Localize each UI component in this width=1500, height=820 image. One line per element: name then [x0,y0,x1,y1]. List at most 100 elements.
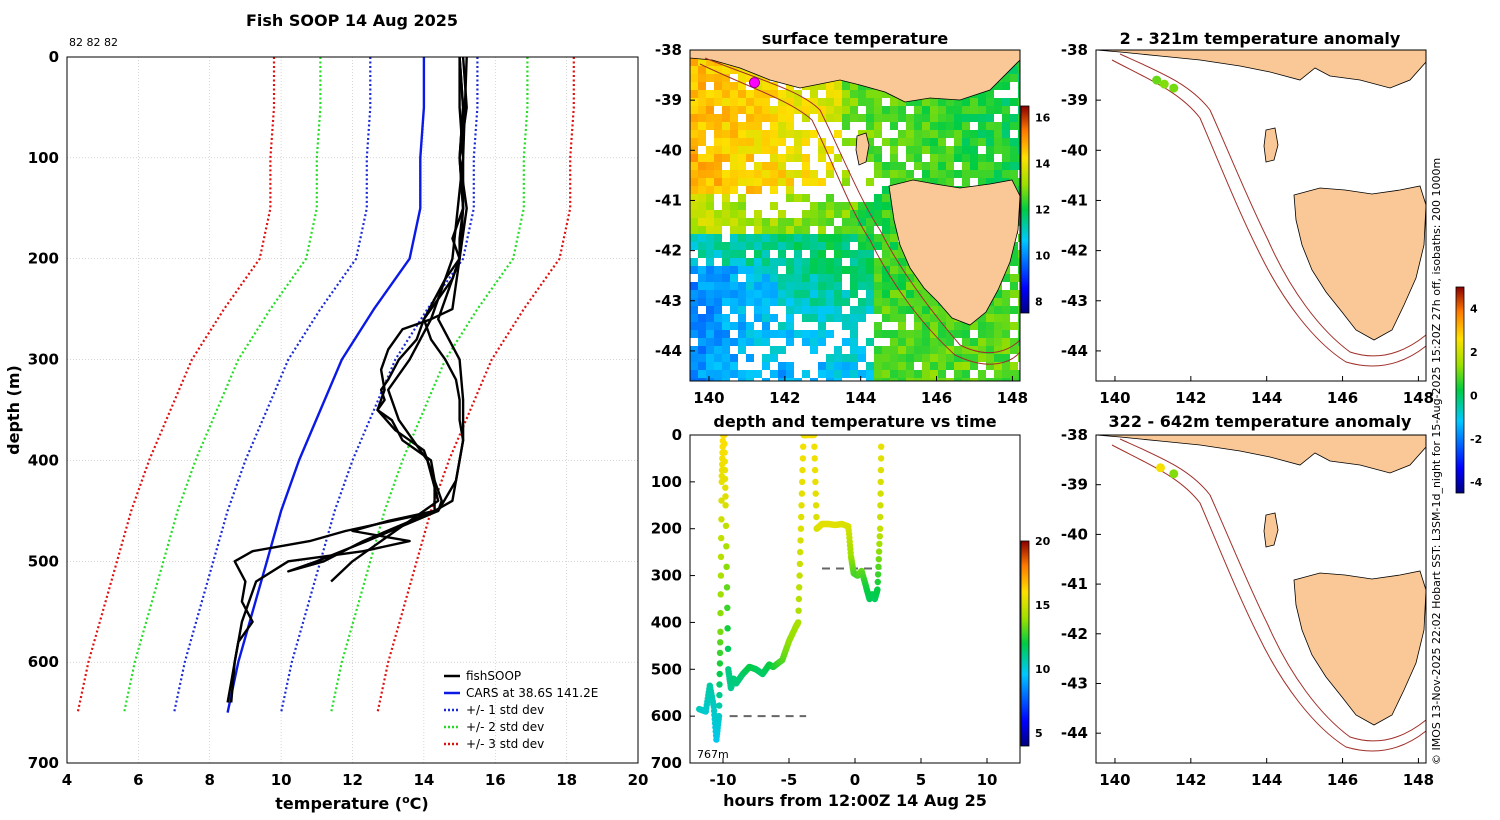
sst-cell [1010,162,1018,170]
sst-map-title: surface temperature [762,29,949,48]
sst-cell [842,202,850,210]
sst-cell [866,218,874,226]
sst-cell [690,66,698,74]
sst-cell [970,170,978,178]
sst-cell [842,226,850,234]
sst-cell [1018,186,1020,194]
sst-cell [762,314,770,322]
sst-cell [706,298,714,306]
sst-cell [1018,130,1020,138]
sst-cell [794,298,802,306]
sst-cell [890,282,898,290]
sst-cell [874,354,882,362]
sst-cell [778,298,786,306]
sst-cell [722,322,730,330]
profile-xlabel: temperature (oC) [275,793,428,813]
sst-cell [714,330,722,338]
sst-cell [922,362,930,370]
sst-cell [962,370,970,378]
sst-cell [914,290,922,298]
sst-cell [818,306,826,314]
sst-cell [1002,362,1010,370]
sst-cell [762,90,770,98]
sst-cell [698,314,706,322]
sst-cell [834,290,842,298]
sst-cell [690,74,698,82]
profile-xtick-label: 14 [413,771,434,789]
sst-cell [858,346,866,354]
sst-cell [866,90,874,98]
profile-ytick-label: 600 [28,653,59,671]
sst-cell [914,298,922,306]
sst-cell [722,194,730,202]
sst-cell [922,146,930,154]
sst-cell [818,242,826,250]
sst-cell [770,242,778,250]
sst-cell [938,106,946,114]
sst-cell [706,74,714,82]
sst-cell [738,178,746,186]
sst-cell [906,370,914,378]
sst-cell [954,138,962,146]
sst-isobath-1000 [699,63,1020,365]
sst-cell [890,138,898,146]
sst-cell [754,122,762,130]
sst-cell [978,90,986,98]
sst-cell [858,314,866,322]
sst-cell [1018,314,1020,322]
sst-cell [722,346,730,354]
sst-cell [730,322,738,330]
sst-cell [938,378,946,381]
sst-cell [858,282,866,290]
sst-cell [946,170,954,178]
sst-cell [890,250,898,258]
sst-cell [746,74,754,82]
sst-cell [1018,114,1020,122]
sst-cell [730,66,738,74]
sst-cell [1002,274,1010,282]
depth-time-track-point [716,660,724,667]
sst-cell [770,170,778,178]
sst-cell [842,354,850,362]
sst-cell [978,138,986,146]
sst-cell [1002,314,1010,322]
sst-cell [994,162,1002,170]
sst-cell [930,370,938,378]
sst-cell [754,98,762,106]
depth-time-track-point [718,497,725,504]
sst-cell [818,330,826,338]
sst-cell [978,170,986,178]
sst-cell [786,298,794,306]
sst-cell [954,362,962,370]
depth-time-track-point [811,466,819,474]
sst-cell [706,162,714,170]
sst-cell [706,338,714,346]
anom-upper-title: 2 - 321m temperature anomaly [1120,29,1401,48]
sst-cell [826,218,834,226]
anomaly-colorbar-label: 0 [1470,389,1478,402]
sst-cell [1002,306,1010,314]
sst-cell [866,98,874,106]
sst-cell [898,314,906,322]
sst-cell [954,154,962,162]
sst-cell [914,322,922,330]
depth-time-ytick-label: 300 [651,567,682,585]
sst-colorbar-label: 14 [1035,158,1051,171]
sst-cell [874,370,882,378]
sst-cell [874,274,882,282]
sst-cell [914,154,922,162]
sst-cell [906,282,914,290]
sst-cell [802,114,810,122]
sst-cell [770,130,778,138]
sst-cell [826,98,834,106]
depth-time-track-point [717,553,725,560]
sst-cell [866,130,874,138]
sst-cell [698,90,706,98]
sst-cell [778,250,786,258]
sst-cell [786,194,794,202]
sst-cell [698,354,706,362]
depth-time-colorbar-label: 5 [1035,727,1043,740]
sst-cell [754,370,762,378]
sst-cell [762,82,770,90]
sst-cell [890,298,898,306]
